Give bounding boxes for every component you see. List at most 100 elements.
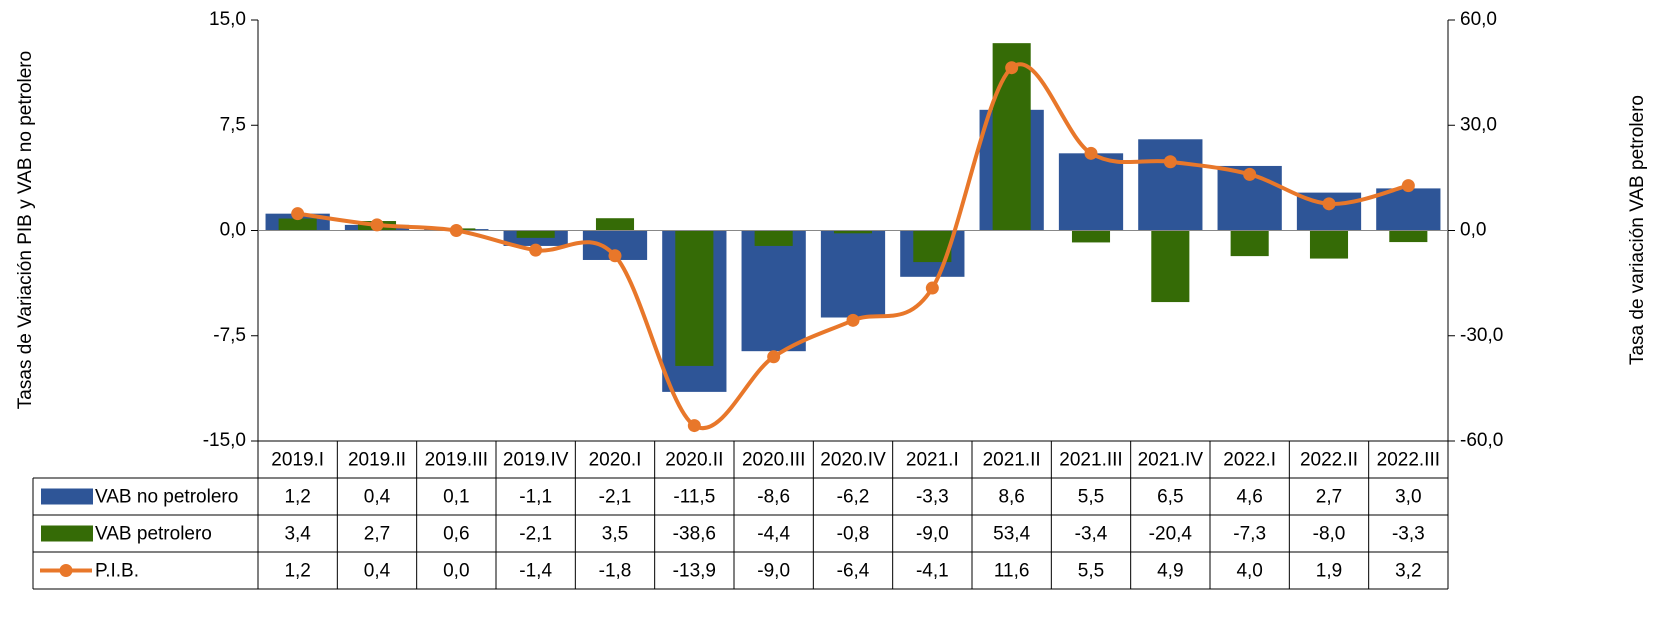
bar xyxy=(1151,230,1190,303)
value-label: -7,3 xyxy=(1233,524,1266,545)
point xyxy=(291,207,305,221)
x-tick-label: 2020.I xyxy=(589,450,642,471)
value-label: -2,1 xyxy=(519,524,552,545)
value-label: 0,1 xyxy=(443,487,469,508)
value-label: 6,5 xyxy=(1157,487,1183,508)
y-tick-label: 0,0 xyxy=(220,220,246,241)
value-label: -9,0 xyxy=(757,561,790,582)
bar xyxy=(595,218,635,231)
value-label: -3,3 xyxy=(1392,524,1425,545)
value-label: -8,6 xyxy=(757,487,790,508)
x-tick-label: 2021.I xyxy=(906,450,959,471)
y-axis-title: Tasas de Variación PIB y VAB no petroler… xyxy=(15,51,36,409)
x-tick-label: 2020.II xyxy=(665,450,723,471)
value-label: -8,0 xyxy=(1313,524,1346,545)
point xyxy=(1005,61,1019,75)
value-label: -38,6 xyxy=(673,524,716,545)
value-label: -4,4 xyxy=(757,524,790,545)
legend-label: VAB no petrolero xyxy=(95,487,238,508)
value-label: 3,5 xyxy=(602,524,628,545)
value-label: -6,4 xyxy=(837,561,870,582)
x-tick-label: 2020.III xyxy=(742,450,805,471)
value-label: 0,6 xyxy=(443,524,469,545)
point xyxy=(925,281,939,295)
value-label: -3,3 xyxy=(916,487,949,508)
x-tick-label: 2022.III xyxy=(1377,450,1440,471)
value-label: 3,4 xyxy=(284,524,311,545)
legend-label: P.I.B. xyxy=(95,561,139,582)
bar xyxy=(833,230,873,234)
point xyxy=(687,419,701,433)
y2-tick-label: 0,0 xyxy=(1460,220,1486,241)
y2-axis-title: Tasa de variación VAB petrolero xyxy=(1627,95,1648,365)
x-tick-label: 2019.III xyxy=(425,450,488,471)
y-tick-label: -15,0 xyxy=(203,430,246,451)
bar xyxy=(1230,230,1269,257)
y-tick-label: -7,5 xyxy=(213,325,246,346)
legend-swatch xyxy=(41,525,93,542)
value-label: -4,1 xyxy=(916,561,949,582)
y-tick-label: 15,0 xyxy=(209,9,246,30)
value-label: 0,4 xyxy=(364,487,391,508)
y2-tick-label: -30,0 xyxy=(1460,325,1503,346)
value-label: 0,4 xyxy=(364,561,391,582)
y-tick-label: 7,5 xyxy=(220,114,246,135)
y2-tick-label: 60,0 xyxy=(1460,9,1497,30)
value-label: 4,9 xyxy=(1157,561,1183,582)
value-label: 4,0 xyxy=(1236,561,1262,582)
value-label: -9,0 xyxy=(916,524,949,545)
value-label: -1,8 xyxy=(599,561,632,582)
point xyxy=(449,224,463,237)
bar xyxy=(675,230,714,366)
bar xyxy=(1058,153,1124,231)
point xyxy=(1401,179,1415,193)
bar xyxy=(1389,230,1428,243)
bar xyxy=(1376,188,1441,231)
point xyxy=(767,350,781,364)
value-label: 5,5 xyxy=(1078,561,1104,582)
value-label: 1,9 xyxy=(1316,561,1342,582)
value-label: -3,4 xyxy=(1075,524,1108,545)
value-label: 0,0 xyxy=(443,561,469,582)
x-tick-label: 2022.I xyxy=(1223,450,1276,471)
value-label: 1,2 xyxy=(284,561,310,582)
value-label: -0,8 xyxy=(837,524,870,545)
legend-label: VAB petrolero xyxy=(95,524,212,545)
point xyxy=(1084,146,1098,160)
value-label: 2,7 xyxy=(1316,487,1342,508)
bar xyxy=(741,230,806,352)
value-label: 3,0 xyxy=(1395,487,1421,508)
value-label: -1,1 xyxy=(519,487,552,508)
value-label: -6,2 xyxy=(837,487,870,508)
value-label: 1,2 xyxy=(284,487,310,508)
point xyxy=(529,243,543,257)
x-tick-label: 2020.IV xyxy=(820,450,886,471)
value-label: -2,1 xyxy=(599,487,632,508)
point xyxy=(846,313,860,327)
point xyxy=(370,218,384,232)
bar xyxy=(754,230,793,246)
value-label: 8,6 xyxy=(998,487,1024,508)
value-label: 3,2 xyxy=(1395,561,1421,582)
bar xyxy=(1071,230,1111,243)
bar xyxy=(278,218,317,231)
point xyxy=(608,249,622,263)
legend-swatch xyxy=(59,564,73,577)
bar xyxy=(1138,139,1203,231)
x-tick-label: 2019.I xyxy=(271,450,324,471)
value-label: -13,9 xyxy=(673,561,716,582)
point xyxy=(1243,167,1257,181)
bar xyxy=(820,230,886,318)
x-tick-label: 2021.III xyxy=(1059,450,1122,471)
value-label: 4,6 xyxy=(1236,487,1262,508)
x-tick-label: 2019.II xyxy=(348,450,406,471)
bar xyxy=(516,230,555,238)
value-label: -1,4 xyxy=(519,561,552,582)
legend-swatch xyxy=(41,488,93,505)
point xyxy=(1322,197,1336,211)
x-tick-label: 2021.IV xyxy=(1138,450,1204,471)
y2-tick-label: -60,0 xyxy=(1460,430,1503,451)
bar xyxy=(992,43,1031,231)
value-label: -11,5 xyxy=(673,487,715,508)
